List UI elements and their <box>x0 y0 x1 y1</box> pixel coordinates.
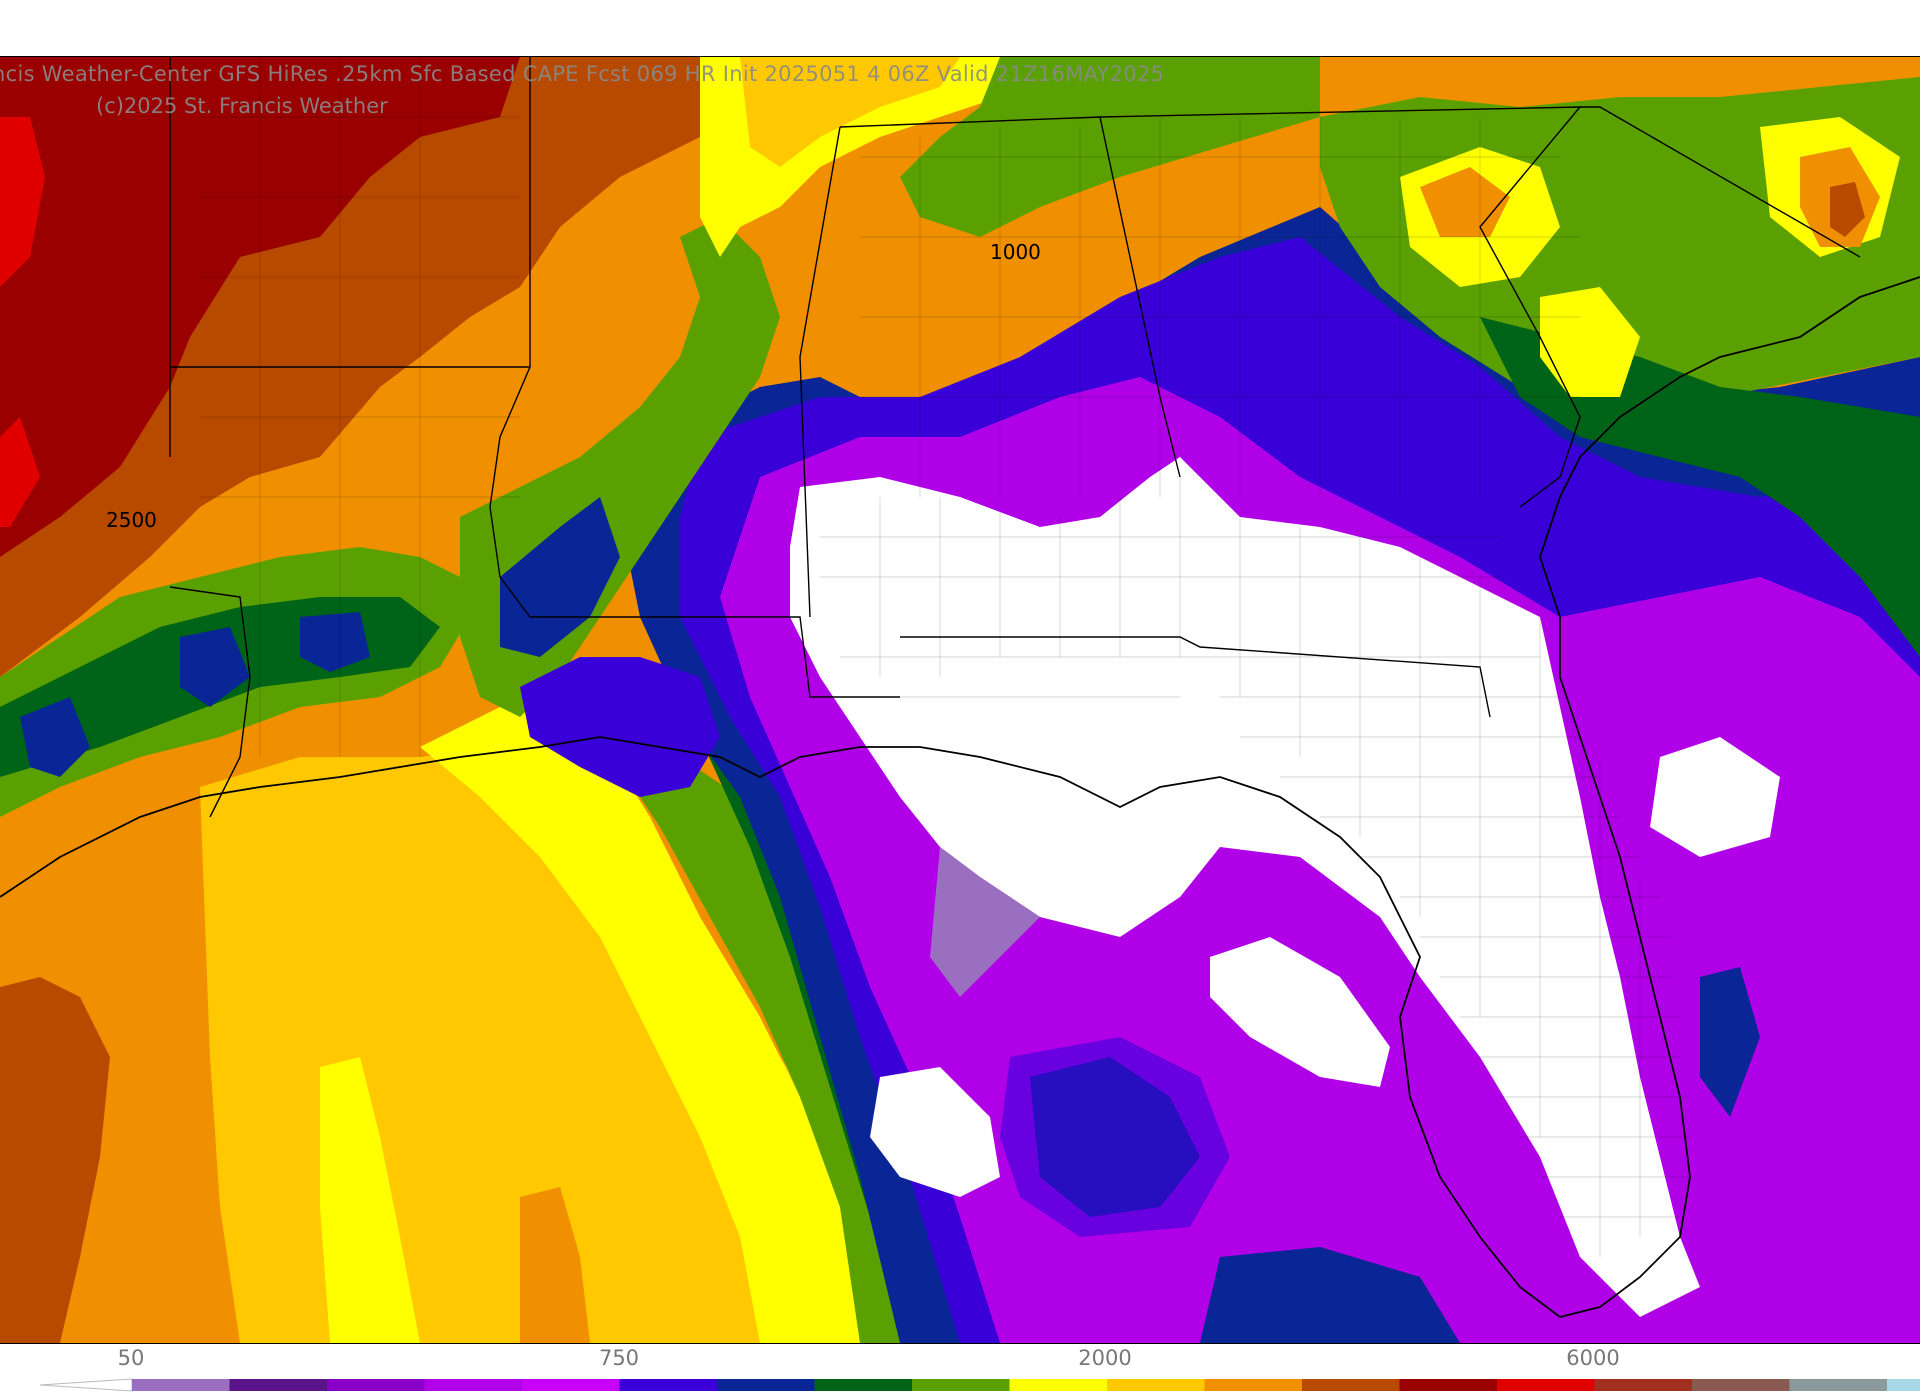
colorbar-cell <box>1399 1379 1498 1391</box>
region-blue-gulf-blob <box>1000 1037 1230 1237</box>
colorbar-cell <box>1302 1379 1400 1391</box>
region-navy-west <box>20 612 370 777</box>
region-orange-ne <box>1420 147 1880 247</box>
colorbar-cell <box>1009 1379 1108 1391</box>
colorbar-cell <box>1107 1379 1205 1391</box>
region-rust-sw <box>0 977 110 1343</box>
colorbar <box>39 1378 1920 1392</box>
county-boundary-lines-icon <box>200 57 1690 1257</box>
colorbar-cell <box>327 1379 425 1391</box>
colorbar-tick-750: 750 <box>598 1346 640 1370</box>
region-yellow-ne <box>1400 117 1900 397</box>
cape-map <box>0 56 1920 1344</box>
region-orange-tongue <box>520 1187 590 1343</box>
colorbar-arrow-left <box>39 1378 133 1392</box>
region-darkred-nw <box>0 57 520 557</box>
region-white-florida <box>790 457 1700 1317</box>
region-green-north <box>900 57 1320 237</box>
coastline-icon <box>0 276 1920 1318</box>
colorbar-cell <box>912 1379 1010 1391</box>
colorbar-cell <box>522 1379 620 1391</box>
region-red-w <box>0 417 40 527</box>
contour-label-2500: 2500 <box>106 508 157 532</box>
cape-map-svg <box>0 57 1920 1343</box>
region-lavender-edge <box>930 847 1040 997</box>
colorbar-cell <box>1594 1379 1693 1391</box>
colorbar-cell <box>1692 1379 1790 1391</box>
region-blue-ms <box>520 657 720 797</box>
colorbar-cell <box>814 1379 913 1391</box>
region-yellow-gulf <box>420 697 860 1343</box>
region-darkgreen-ne <box>1480 317 1920 657</box>
colorbar-cell <box>229 1379 328 1391</box>
colorbar-tick-50: 50 <box>117 1346 145 1370</box>
map-copyright: (c)2025 St. Francis Weather <box>96 94 388 118</box>
state-boundary-lines-icon <box>169 57 1861 818</box>
colorbar-tick-2000: 2000 <box>1078 1346 1132 1370</box>
colorbar-cell <box>424 1379 523 1391</box>
region-white-gulf-west <box>870 1067 1000 1197</box>
region-red-nw <box>0 117 45 287</box>
colorbar-cell <box>619 1379 718 1391</box>
colorbar-cell <box>1497 1379 1595 1391</box>
contour-label-1000: 1000 <box>990 240 1041 264</box>
colorbar-cell <box>1887 1379 1920 1391</box>
region-gold-north <box>740 57 960 167</box>
colorbar-cell <box>1789 1379 1888 1391</box>
colorbar-cell <box>1204 1379 1303 1391</box>
region-white-gulf-mid <box>1210 937 1390 1087</box>
region-white-atlantic <box>1650 737 1780 857</box>
map-title: ncis Weather-Center GFS HiRes .25km Sfc … <box>0 62 1165 86</box>
colorbar-cell <box>717 1379 815 1391</box>
region-navy-south <box>1200 1247 1460 1343</box>
region-yellow-tongue <box>320 1057 420 1343</box>
region-rust-ne <box>1830 182 1865 237</box>
region-navy-se-blob <box>1700 967 1760 1117</box>
colorbar-tick-6000: 6000 <box>1566 1346 1620 1370</box>
colorbar-cells <box>39 1378 1920 1392</box>
colorbar-cell <box>132 1379 230 1391</box>
region-green-gulf <box>600 737 930 1343</box>
